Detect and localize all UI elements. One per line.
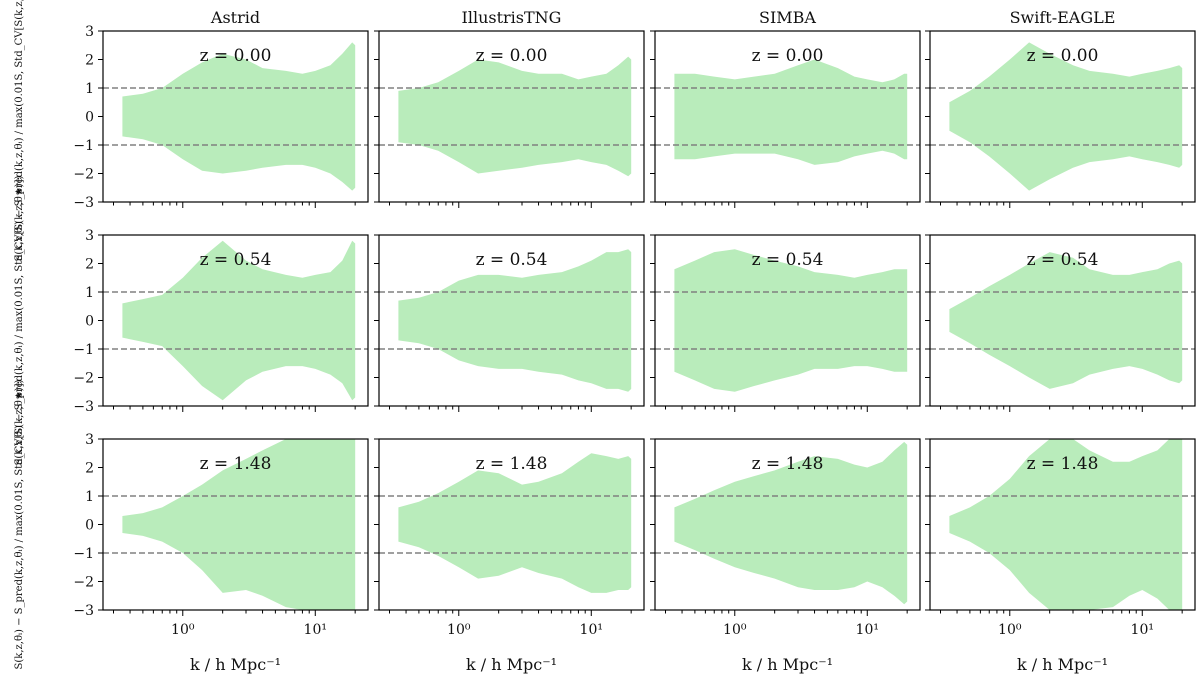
error-band [674, 249, 908, 392]
panel-swift-eagle-z0.00: z = 0.00 [925, 30, 1196, 208]
y-tick-label: 3 [85, 228, 94, 244]
x-tick-label: 10⁰ [171, 622, 195, 638]
y-axis-label: S(k,z,θᵢ) − S_pred(k,z,θᵢ) / max(0.01S, … [14, 379, 25, 669]
panel-swift-eagle-z0.54: z = 0.54 [925, 234, 1196, 412]
column-title: IllustrisTNG [462, 8, 562, 27]
y-tick-label: −1 [73, 138, 94, 154]
y-tick-label: 0 [85, 110, 94, 126]
redshift-label: z = 1.48 [476, 454, 548, 474]
x-axis-label: k / h Mpc⁻¹ [1017, 655, 1108, 674]
y-tick-label: −3 [73, 399, 94, 415]
column-titles: Astrid IllustrisTNG SIMBA Swift-EAGLE [210, 8, 1116, 27]
x-tick-label: 10⁰ [998, 622, 1022, 638]
redshift-label: z = 0.00 [752, 46, 824, 66]
error-band [949, 252, 1183, 389]
error-band [674, 441, 908, 605]
x-tick-label: 10¹ [1131, 622, 1154, 638]
y-axis-label: S(k,z,θᵢ) − S_pred(k,z,θᵢ) / max(0.01S, … [14, 0, 25, 261]
y-tick-label: −1 [73, 342, 94, 358]
error-band [122, 439, 356, 610]
x-tick-label: 10¹ [304, 622, 327, 638]
x-tick-label: 10⁰ [723, 622, 747, 638]
column-title: Swift-EAGLE [1010, 8, 1116, 27]
y-tick-label: −1 [73, 546, 94, 562]
y-tick-label: 1 [85, 489, 94, 505]
error-band [398, 56, 632, 177]
panel-simba-z0.54: z = 0.54 [650, 234, 921, 412]
panel-illustristng-z0.54: z = 0.54 [374, 234, 645, 412]
y-tick-label: 1 [85, 81, 94, 97]
y-tick-label: 2 [85, 53, 94, 69]
x-tick-label: 10¹ [856, 622, 879, 638]
error-band [949, 439, 1183, 610]
y-tick-label: −3 [73, 603, 94, 619]
y-tick-label: −3 [73, 195, 94, 211]
panel-astrid-z0.54: −3 −2 −1 0 1 2 3 z = 0.54 [73, 228, 369, 415]
error-band [398, 453, 632, 593]
x-tick-label: 10¹ [580, 622, 603, 638]
redshift-label: z = 0.00 [1027, 46, 1099, 66]
redshift-label: z = 0.54 [1027, 250, 1099, 270]
redshift-label: z = 1.48 [752, 454, 824, 474]
y-tick-label: 2 [85, 461, 94, 477]
redshift-label: z = 0.00 [476, 46, 548, 66]
column-title: Astrid [210, 8, 260, 27]
x-axis-labels: k / h Mpc⁻¹ k / h Mpc⁻¹ k / h Mpc⁻¹ k / h M… [190, 655, 1108, 674]
error-band [122, 240, 356, 401]
y-tick-label: 1 [85, 285, 94, 301]
y-tick-label: 0 [85, 314, 94, 330]
panel-astrid-z0.00: −3 −2 −1 0 1 2 3 z = 0.00 [73, 24, 369, 211]
error-band [122, 42, 356, 191]
x-tick-label: 10⁰ [447, 622, 471, 638]
panel-swift-eagle-z1.48: 10⁰ 10¹ z = 1.48 [925, 438, 1196, 638]
y-tick-label: −2 [73, 575, 94, 591]
panel-grid: −3 −2 −1 0 1 2 3 z = 0.00 −3 −2 −1 0 1 2 3 z = 0.54 −3 −2… [73, 24, 1196, 638]
redshift-label: z = 1.48 [1027, 454, 1099, 474]
panel-simba-z0.00: z = 0.00 [650, 30, 921, 208]
redshift-label: z = 0.00 [200, 46, 272, 66]
x-axis-label: k / h Mpc⁻¹ [190, 655, 281, 674]
column-title: SIMBA [759, 8, 816, 27]
x-axis-label: k / h Mpc⁻¹ [742, 655, 833, 674]
y-tick-label: 2 [85, 257, 94, 273]
y-tick-label: −2 [73, 167, 94, 183]
redshift-label: z = 0.54 [752, 250, 824, 270]
y-tick-label: 3 [85, 432, 94, 448]
error-band [674, 59, 908, 165]
redshift-label: z = 0.54 [476, 250, 548, 270]
panel-illustristng-z0.00: z = 0.00 [374, 30, 645, 208]
error-band [398, 249, 632, 392]
y-tick-label: −2 [73, 371, 94, 387]
x-axis-label: k / h Mpc⁻¹ [466, 655, 557, 674]
redshift-label: z = 1.48 [200, 454, 272, 474]
panel-astrid-z1.48: −3 −2 −1 0 1 2 3 10⁰ 10¹ z = 1.48 [73, 432, 369, 638]
y-axis-labels: S(k,z,θᵢ) − S_pred(k,z,θᵢ) / max(0.01S, … [14, 0, 25, 669]
error-band [949, 42, 1183, 191]
panel-simba-z1.48: 10⁰ 10¹ z = 1.48 [650, 438, 921, 638]
y-axis-label: S(k,z,θᵢ) − S_pred(k,z,θᵢ) / max(0.01S, … [14, 175, 25, 465]
y-tick-label: 0 [85, 518, 94, 534]
redshift-label: z = 0.54 [200, 250, 272, 270]
y-tick-label: 3 [85, 24, 94, 40]
panel-illustristng-z1.48: 10⁰ 10¹ z = 1.48 [374, 438, 645, 638]
